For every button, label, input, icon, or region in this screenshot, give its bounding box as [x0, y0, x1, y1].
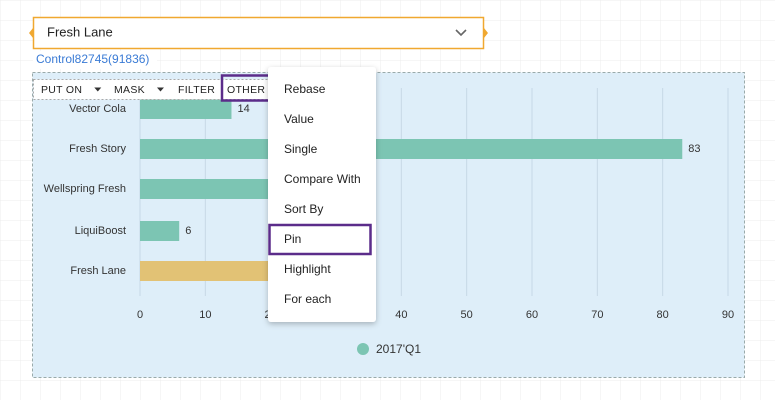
menu-item[interactable]: Compare With: [284, 172, 361, 186]
menu-item[interactable]: Value: [284, 112, 314, 126]
value-label: 83: [688, 143, 700, 155]
bar: [140, 139, 683, 159]
toolbar: PUT ON MASK FILTER OTHER: [33, 74, 273, 102]
x-tick-label: 80: [657, 309, 669, 321]
menu-item[interactable]: For each: [284, 292, 331, 306]
x-tick-label: 60: [526, 309, 538, 321]
caret: [94, 87, 102, 92]
control-link[interactable]: Control82745(91836): [36, 52, 149, 66]
y-tick-label: Fresh Lane: [70, 265, 126, 277]
menu-item[interactable]: Rebase: [284, 82, 326, 96]
x-tick-label: 90: [722, 309, 734, 321]
menu-item[interactable]: Pin: [284, 232, 301, 246]
toolbar-item[interactable]: FILTER: [178, 84, 215, 96]
legend-swatch: [357, 343, 369, 355]
bar: [140, 261, 284, 281]
context-menu: Rebase Value Single Compare With Sort By Pin H…: [268, 67, 376, 322]
y-tick-label: Wellspring Fresh: [44, 183, 126, 195]
y-tick-label: LiquiBoost: [75, 225, 126, 237]
link-bg: [33, 51, 157, 69]
toolbar-item[interactable]: MASK: [114, 84, 145, 96]
selection-outline: [268, 223, 372, 256]
y-tick-label: Fresh Story: [69, 143, 126, 155]
toolbar-item[interactable]: PUT ON: [41, 84, 82, 96]
value-label: 6: [185, 225, 191, 237]
bar: [140, 179, 304, 199]
caret: [156, 87, 164, 92]
dropdown[interactable]: Fresh Lane: [29, 16, 488, 50]
x-tick-label: 0: [137, 309, 143, 321]
x-tick-label: 50: [461, 309, 473, 321]
bar: [140, 99, 232, 119]
toolbar-item[interactable]: OTHER: [227, 84, 265, 96]
x-tick-label: 10: [199, 309, 211, 321]
y-tick-label: Vector Cola: [69, 103, 127, 115]
bar: [140, 221, 180, 241]
value-label: 14: [237, 103, 249, 115]
menu-item[interactable]: Sort By: [284, 202, 323, 216]
dropdown-value: Fresh Lane: [47, 24, 113, 39]
chart-panel: [32, 72, 745, 378]
x-tick-label: 70: [591, 309, 603, 321]
x-tick-label: 40: [395, 309, 407, 321]
menu-item[interactable]: Highlight: [284, 262, 331, 276]
menu-item[interactable]: Single: [284, 142, 318, 156]
legend-label: 2017'Q1: [376, 342, 421, 356]
